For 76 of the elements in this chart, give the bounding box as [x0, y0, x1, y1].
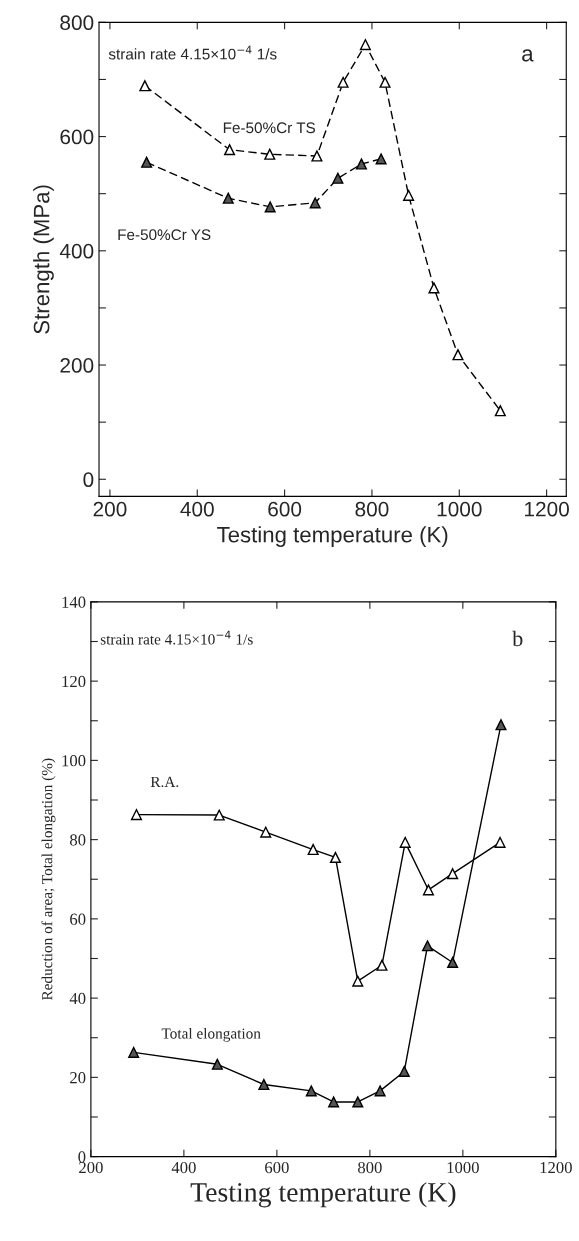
- point: [452, 349, 464, 361]
- point: [211, 1058, 223, 1070]
- point: [305, 1085, 317, 1097]
- point: [213, 809, 225, 821]
- y-tick-label: 120: [62, 675, 86, 688]
- y-tick-label: 0: [78, 1151, 86, 1163]
- series-label: Total elongation: [161, 1027, 261, 1042]
- y-tick-label: 600: [60, 129, 94, 145]
- annotation: strain rate 4.15×10$^{−4}$ 1/s: [100, 630, 253, 645]
- x-tick-label: 800: [355, 501, 389, 517]
- y-axis-title: Strength (MPa): [33, 185, 54, 334]
- point: [422, 884, 435, 896]
- point: [128, 1046, 140, 1058]
- x-tick-label: 1200: [525, 501, 569, 517]
- point: [495, 719, 507, 731]
- point: [398, 1065, 410, 1077]
- point: [258, 1078, 270, 1091]
- annotation: strain rate 4.15×10$^{−4}$ 1/s: [108, 45, 277, 60]
- x-tick-label: 200: [93, 501, 127, 517]
- annotation: b: [512, 630, 523, 647]
- y-tick-label: 80: [70, 834, 86, 846]
- point: [141, 156, 153, 168]
- annotation: a: [522, 49, 534, 62]
- point: [352, 975, 364, 987]
- point: [376, 959, 388, 971]
- point: [309, 197, 321, 209]
- y-axis-title: Reduction of area; Total elongation (%): [41, 758, 56, 1001]
- point: [494, 405, 506, 417]
- x-tick-label: 400: [180, 501, 214, 517]
- x-axis-title: Testing temperature (K): [190, 1182, 456, 1208]
- point: [421, 940, 434, 952]
- y-tick-label: 40: [69, 992, 86, 1005]
- point: [311, 150, 323, 162]
- series-label: Fe-50%Cr YS: [118, 229, 211, 241]
- point: [352, 1096, 364, 1108]
- point: [399, 836, 411, 848]
- point: [374, 1085, 386, 1097]
- point: [359, 39, 371, 51]
- y-tick-label: 200: [60, 358, 94, 373]
- x-tick-label: 600: [265, 1161, 289, 1174]
- point: [332, 172, 344, 184]
- x-tick-label: 800: [358, 1161, 382, 1174]
- series-label: Fe-50%Cr TS: [223, 122, 316, 134]
- point: [447, 868, 459, 880]
- y-tick-label: 0: [83, 472, 94, 488]
- point: [328, 1096, 340, 1108]
- point: [428, 282, 440, 294]
- point: [447, 956, 459, 969]
- x-axis-title: Testing temperature (K): [217, 526, 448, 547]
- x-tick-label: 1200: [540, 1161, 572, 1174]
- point: [494, 836, 506, 848]
- y-tick-label: 20: [70, 1072, 86, 1084]
- x-tick-label: 600: [268, 501, 302, 517]
- point: [222, 192, 234, 204]
- point: [307, 843, 319, 856]
- point: [260, 826, 272, 838]
- y-tick-label: 400: [59, 243, 94, 259]
- point: [139, 80, 151, 92]
- x-tick-label: 1000: [447, 1161, 479, 1174]
- y-tick-label: 60: [70, 913, 86, 925]
- y-tick-label: 100: [62, 755, 86, 767]
- point: [375, 153, 387, 165]
- y-tick-label: 140: [62, 596, 86, 608]
- x-tick-label: 1000: [437, 501, 482, 517]
- point: [379, 76, 391, 88]
- x-tick-label: 400: [171, 1161, 196, 1174]
- point: [130, 809, 143, 821]
- point: [403, 189, 415, 201]
- series-label: R.A.: [150, 776, 179, 788]
- point: [224, 144, 236, 156]
- point: [337, 76, 349, 88]
- point: [355, 158, 368, 170]
- y-tick-label: 800: [60, 15, 94, 31]
- point: [329, 851, 342, 864]
- point: [264, 201, 276, 213]
- point: [264, 148, 276, 160]
